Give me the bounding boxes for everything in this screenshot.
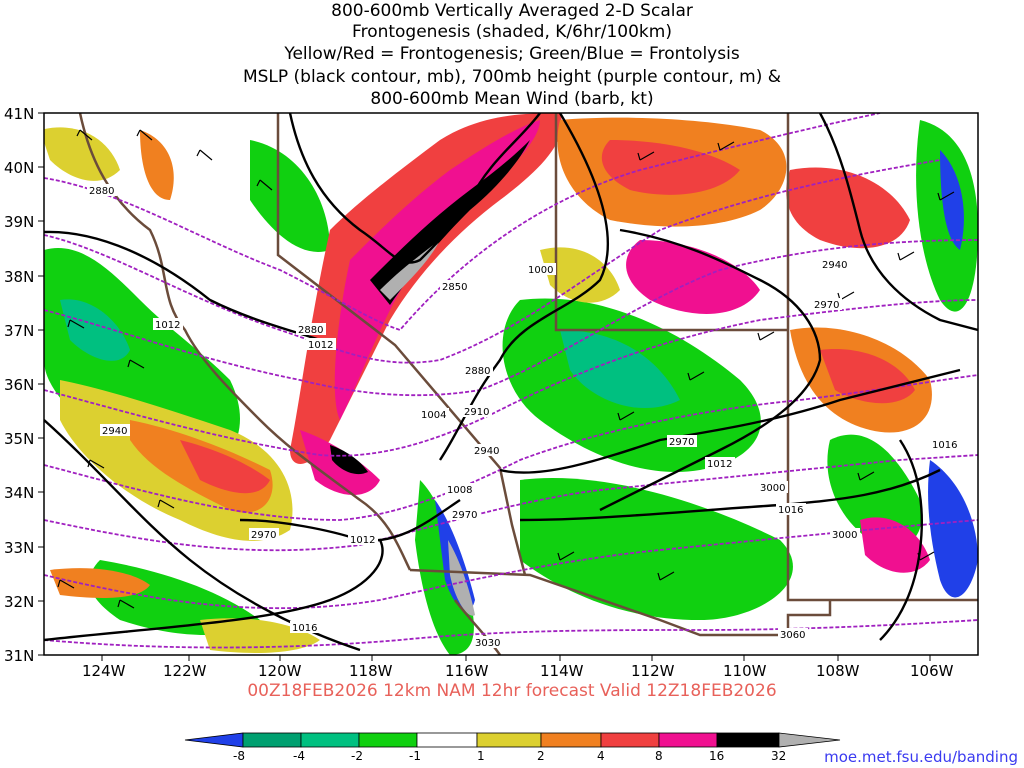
isobar-label: 1012 (707, 459, 732, 470)
colorbar-label: 8 (655, 749, 663, 763)
height-contours (44, 113, 978, 649)
isobar-label: 1016 (292, 623, 317, 634)
colorbar-label: 16 (709, 749, 724, 763)
height-label: 2910 (464, 407, 489, 418)
isobar-label: 1016 (778, 505, 803, 516)
longitude-axis: 124W 122W 120W 118W 116W 114W 112W 110W … (82, 655, 954, 680)
lat-label: 41N (4, 105, 34, 123)
height-label: 3030 (475, 638, 500, 649)
lat-label: 37N (4, 322, 34, 340)
political-borders (78, 113, 978, 655)
height-label: 2970 (452, 510, 477, 521)
lon-label: 122W (163, 662, 207, 680)
lon-label: 118W (349, 662, 393, 680)
height-label: 2940 (102, 426, 127, 437)
forecast-valid-line: 00Z18FEB2026 12km NAM 12hr forecast Vali… (247, 681, 777, 701)
isobar-label: 1012 (350, 535, 375, 546)
contour-labels: 1012 1012 1000 1004 1008 1012 1016 1016 … (87, 184, 960, 649)
height-label: 2970 (251, 530, 276, 541)
colorbar-label: -4 (293, 749, 305, 763)
height-label: 3000 (760, 483, 785, 494)
colorbar: -8 -4 -2 -1 1 2 4 8 16 32 (184, 732, 841, 763)
height-label: 2970 (669, 437, 694, 448)
title-line-5: 800-600mb Mean Wind (barb, kt) (370, 89, 654, 109)
colorbar-label: 4 (597, 749, 605, 763)
wind-barbs (57, 129, 955, 609)
lat-label: 39N (4, 213, 34, 231)
lon-label: 124W (82, 662, 126, 680)
lat-label: 31N (4, 647, 34, 665)
lat-label: 40N (4, 159, 34, 177)
isobar-label: 1012 (155, 320, 180, 331)
colorbar-label: -2 (351, 749, 363, 763)
isobar-label: 1000 (528, 265, 553, 276)
colorbar-label: 2 (537, 749, 545, 763)
lon-label: 120W (258, 662, 302, 680)
colorbar-label: 1 (477, 749, 485, 763)
lon-label: 110W (723, 662, 767, 680)
height-label: 2880 (89, 186, 114, 197)
lat-label: 35N (4, 430, 34, 448)
frontogenesis-shading (44, 113, 978, 655)
colorbar-label: -1 (409, 749, 421, 763)
isobar-label: 1012 (308, 340, 333, 351)
colorbar-label: 32 (771, 749, 786, 763)
height-label: 2940 (822, 260, 847, 271)
lon-label: 112W (631, 662, 675, 680)
colorbar-label: -8 (233, 749, 245, 763)
title-line-2: Frontogenesis (shaded, K/6hr/100km) (352, 22, 672, 42)
lon-label: 116W (445, 662, 489, 680)
height-label: 2880 (298, 325, 323, 336)
height-label: 2940 (474, 446, 499, 457)
height-label: 3060 (780, 630, 805, 641)
lat-label: 33N (4, 539, 34, 557)
title-line-4: MSLP (black contour, mb), 700mb height (… (242, 67, 782, 87)
height-label: 2880 (465, 366, 490, 377)
lat-label: 36N (4, 376, 34, 394)
height-label: 3000 (832, 530, 857, 541)
isobar-label: 1004 (421, 410, 446, 421)
title-line-1: 800-600mb Vertically Averaged 2-D Scalar (331, 1, 693, 21)
credit-link[interactable]: moe.met.fsu.edu/banding (824, 748, 1018, 766)
height-label: 2850 (442, 282, 467, 293)
lat-label: 34N (4, 484, 34, 502)
lon-label: 114W (540, 662, 584, 680)
title-line-3: Yellow/Red = Frontogenesis; Green/Blue =… (284, 44, 740, 64)
isobar-label: 1008 (447, 485, 472, 496)
isobar-label: 1016 (932, 440, 957, 451)
lat-label: 38N (4, 268, 34, 286)
latitude-axis: 41N 40N 39N 38N 37N 36N 35N 34N 33N 32N … (4, 105, 44, 665)
lon-label: 108W (816, 662, 860, 680)
height-label: 2970 (814, 300, 839, 311)
lon-label: 106W (910, 662, 954, 680)
lat-label: 32N (4, 593, 34, 611)
